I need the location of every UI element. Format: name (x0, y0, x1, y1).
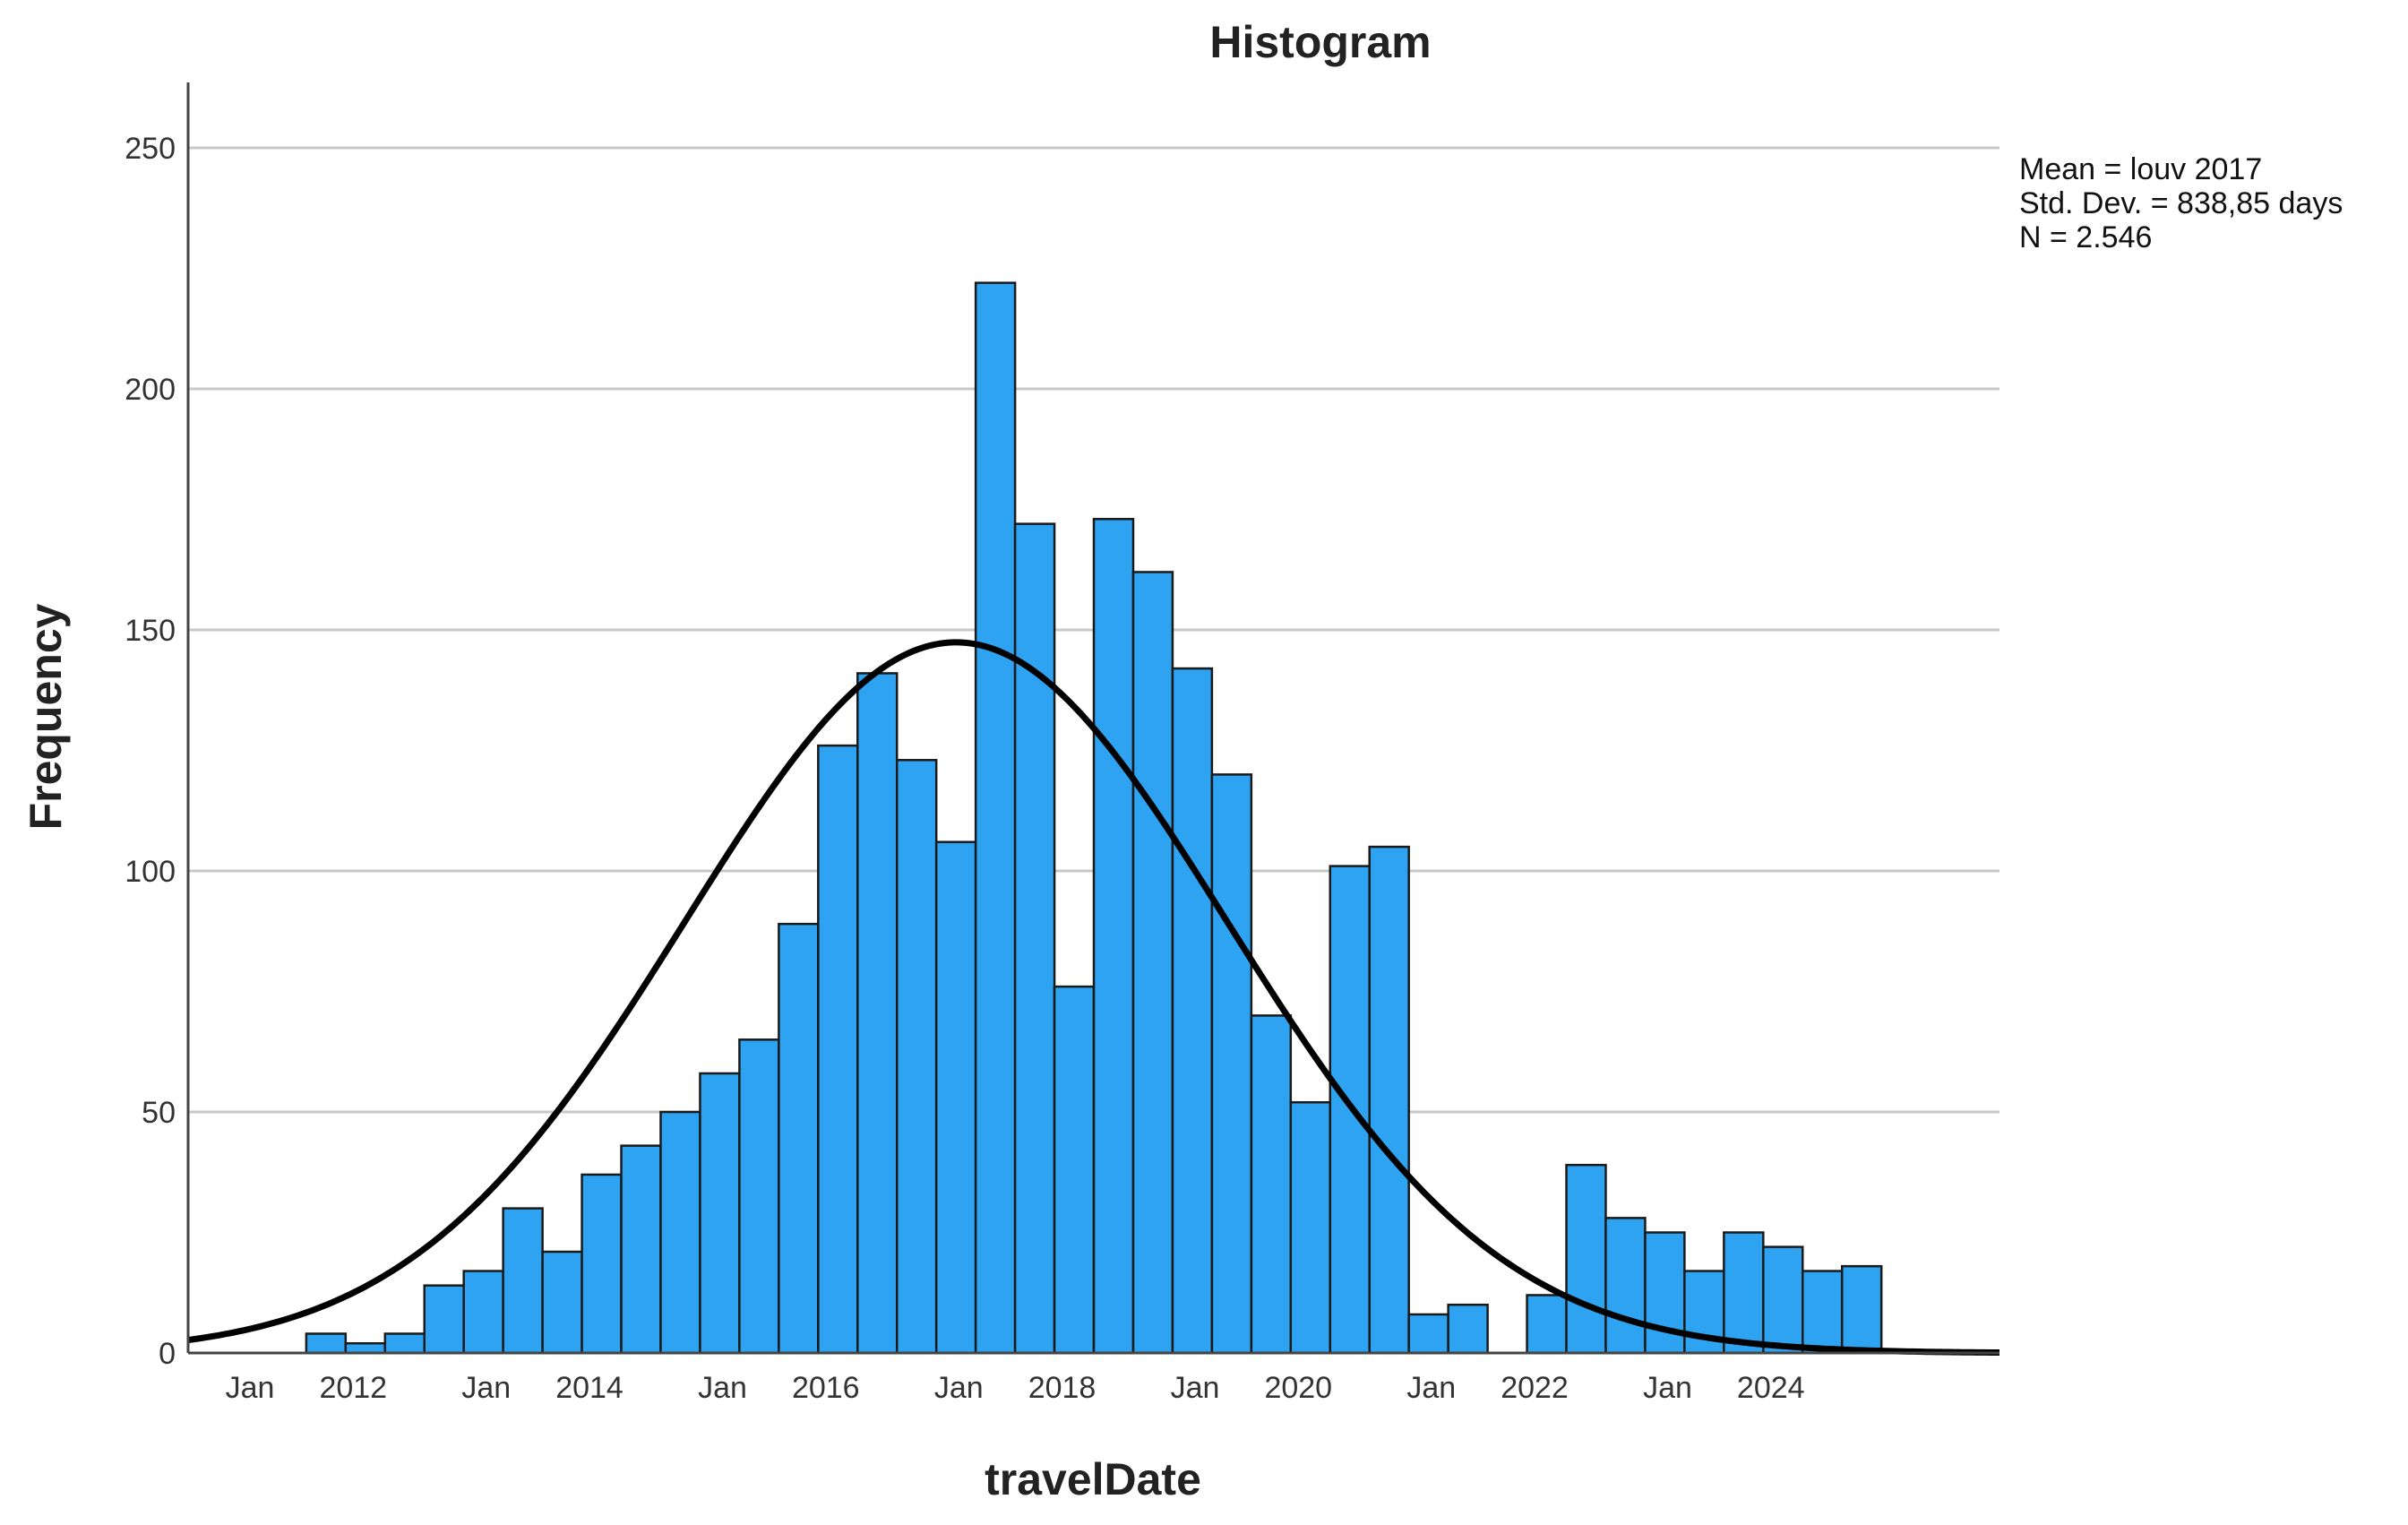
histogram-bar (1840, 1264, 1883, 1355)
histogram-bar (738, 1038, 780, 1355)
x-tick-month: Jan (1643, 1371, 1692, 1405)
histogram-bar (1526, 1294, 1568, 1355)
histogram-bar (1013, 522, 1056, 1355)
histogram-bar (1723, 1231, 1765, 1355)
histogram-bar (1171, 667, 1214, 1355)
chart-title: Histogram (1209, 17, 1431, 67)
x-tick-year: 2024 (1737, 1371, 1805, 1405)
histogram-bar (1368, 845, 1410, 1355)
y-tick-label: 250 (125, 132, 176, 166)
histogram-bar (817, 744, 859, 1355)
histogram-bar (383, 1332, 426, 1355)
histogram-bar (423, 1284, 465, 1355)
histogram-bar (462, 1270, 504, 1355)
histogram-bar (541, 1250, 583, 1355)
axes (186, 82, 2000, 1355)
histogram-bar (1210, 773, 1253, 1355)
histogram-bar (1407, 1313, 1449, 1355)
x-tick-year: 2012 (319, 1371, 387, 1405)
histogram-bar (778, 922, 820, 1355)
x-tick-label: Jan 2020 (1171, 1371, 1332, 1405)
x-tick-labels: Jan 2012 Jan 2014 Jan 2016 Jan 2018 Jan 2020 Jan 20… (226, 1371, 1805, 1405)
histogram-bar (974, 281, 1017, 1355)
y-tick-label: 50 (142, 1096, 176, 1130)
histogram-bars (305, 281, 1883, 1355)
x-tick-year: 2018 (1028, 1371, 1096, 1405)
y-tick-label: 100 (125, 855, 176, 889)
x-tick-year: 2020 (1264, 1371, 1332, 1405)
histogram-bar (305, 1332, 348, 1355)
histogram-bar (1131, 571, 1174, 1355)
histogram-bar (1802, 1270, 1844, 1355)
x-tick-month: Jan (1171, 1371, 1220, 1405)
x-tick-label: Jan 2022 (1406, 1371, 1568, 1405)
histogram-bar (659, 1110, 701, 1355)
x-tick-label: Jan 2018 (934, 1371, 1096, 1405)
x-tick-month: Jan (1406, 1371, 1456, 1405)
histogram-bar (1092, 518, 1135, 1355)
x-tick-label: Jan 2012 (226, 1371, 387, 1405)
x-axis-label: travelDate (985, 1454, 1201, 1504)
x-tick-label: Jan 2014 (461, 1371, 623, 1405)
x-tick-month: Jan (226, 1371, 275, 1405)
histogram-bar (1053, 985, 1096, 1355)
stats-std-dev: Std. Dev. = 838,85 days (2019, 186, 2343, 220)
stats-n: N = 2.546 (2019, 220, 2152, 254)
x-tick-label: Jan 2016 (698, 1371, 859, 1405)
x-tick-month: Jan (698, 1371, 747, 1405)
histogram-bar (1565, 1163, 1607, 1355)
histogram-bar (895, 759, 938, 1355)
histogram-bar (620, 1144, 662, 1355)
histogram-bar (699, 1072, 741, 1355)
y-tick-labels: 0 50 100 150 200 250 (125, 132, 176, 1371)
y-tick-label: 0 (159, 1337, 176, 1371)
x-tick-year: 2014 (555, 1371, 624, 1405)
histogram-bar (1604, 1217, 1647, 1355)
histogram-bar (344, 1341, 387, 1355)
histogram-bar (1289, 1100, 1332, 1355)
x-tick-label: Jan 2024 (1643, 1371, 1804, 1405)
histogram-bar (934, 840, 977, 1355)
x-tick-month: Jan (934, 1371, 984, 1405)
normal-curve (187, 639, 2000, 1357)
histogram-bar (856, 672, 899, 1355)
stats-legend: Mean = louv 2017 Std. Dev. = 838,85 days… (2019, 152, 2343, 254)
histogram-bar (502, 1207, 544, 1355)
x-tick-year: 2016 (792, 1371, 860, 1405)
y-axis-label: Frequency (21, 603, 71, 830)
stats-mean: Mean = louv 2017 (2019, 152, 2262, 186)
histogram-bar (1447, 1303, 1489, 1355)
histogram-bar (1250, 1014, 1293, 1355)
y-tick-label: 150 (125, 614, 176, 648)
x-tick-month: Jan (461, 1371, 511, 1405)
histogram-bar (1762, 1245, 1804, 1355)
y-tick-label: 200 (125, 373, 176, 407)
x-tick-year: 2022 (1501, 1371, 1569, 1405)
histogram-bar (580, 1173, 623, 1355)
